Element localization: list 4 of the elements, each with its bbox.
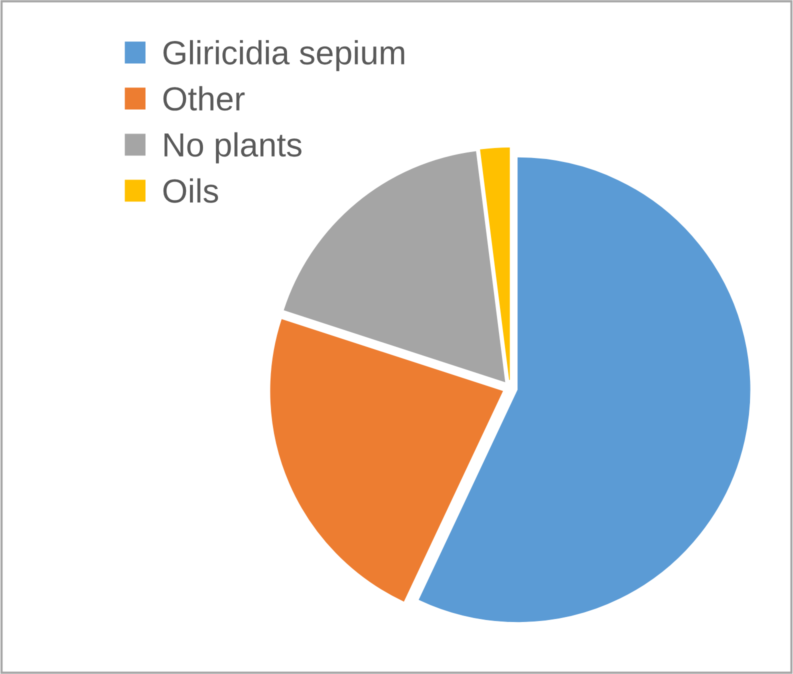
legend-label: No plants [164, 132, 302, 164]
legend-label: Gliricidia sepium [164, 40, 404, 72]
legend-label: Other [163, 86, 245, 111]
legend-label: Oils [163, 178, 218, 203]
